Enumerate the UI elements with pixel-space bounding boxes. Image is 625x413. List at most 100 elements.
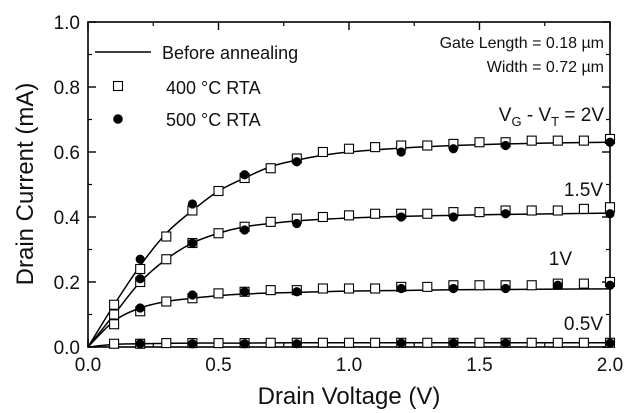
data-point-400c [265, 163, 276, 174]
y-tick-label: 0.6 [54, 143, 80, 164]
data-point-400c [265, 216, 276, 227]
data-point-400c [265, 285, 276, 296]
annotation-gate-length: Gate Length = 0.18 µm [440, 35, 604, 52]
data-point-400c [161, 296, 172, 307]
data-point-500c [396, 147, 406, 157]
data-point-400c [578, 337, 589, 348]
data-point-500c [135, 254, 145, 264]
data-point-400c [552, 135, 563, 146]
data-point-400c [474, 280, 485, 291]
data-point-500c [553, 280, 563, 290]
y-tick-label: 0.0 [54, 338, 80, 359]
data-point-400c [317, 337, 328, 348]
data-point-500c [135, 303, 145, 313]
data-point-400c [474, 207, 485, 218]
y-tick-label: 0.2 [54, 273, 80, 294]
data-point-400c [343, 143, 355, 154]
data-point-500c [501, 283, 511, 294]
data-point-400c [370, 337, 381, 348]
data-point-500c [292, 218, 302, 229]
data-point-400c [526, 135, 537, 146]
data-point-400c [213, 288, 224, 299]
x-axis-title: Drain Voltage (V) [258, 383, 441, 410]
data-point-400c [343, 283, 355, 294]
data-point-500c [240, 225, 250, 235]
data-point-500c [240, 170, 250, 180]
data-point-500c [396, 283, 406, 294]
data-point-500c [292, 339, 302, 349]
data-point-400c [317, 211, 328, 223]
y-tick-label: 0.4 [54, 208, 81, 229]
legend-label-500: 500 °C RTA [166, 110, 261, 130]
data-point-500c [187, 199, 197, 209]
data-point-400c [552, 337, 563, 348]
data-point-400c [317, 146, 328, 158]
label-0-5v: 0.5V [564, 314, 603, 335]
data-point-400c [109, 309, 120, 320]
data-point-500c [135, 339, 145, 349]
data-point-400c [161, 338, 172, 349]
data-point-400c [343, 210, 355, 221]
data-point-400c [422, 337, 433, 348]
data-point-500c [292, 287, 302, 297]
data-point-500c [448, 144, 458, 154]
data-point-500c [501, 338, 511, 348]
data-markers [109, 133, 616, 349]
y-tick-label: 0.8 [54, 78, 80, 99]
label-1-5v: 1.5V [564, 180, 603, 201]
annotation-vg-letter: V [499, 105, 512, 126]
data-point-400c [343, 337, 355, 348]
data-point-400c [135, 263, 146, 275]
data-point-500c [501, 209, 511, 219]
fit-curves [87, 141, 611, 348]
data-point-400c [317, 283, 328, 294]
data-point-400c [370, 142, 381, 153]
data-point-400c [213, 338, 224, 349]
data-point-500c [501, 140, 511, 151]
annotation-width: Width = 0.72 µm [487, 59, 604, 76]
y-tick-label: 1.0 [54, 13, 80, 34]
data-point-500c [187, 238, 197, 248]
data-point-400c [265, 337, 276, 348]
data-point-400c [370, 283, 381, 294]
annotation-vg-vt: VG - VT = 2V [499, 105, 605, 129]
data-point-500c [187, 339, 197, 349]
legend-marker-400 [112, 80, 124, 92]
data-point-500c [240, 287, 250, 297]
annotation-vt-letter: - V [522, 105, 552, 126]
fit-curve-line [87, 141, 611, 348]
data-point-500c [187, 290, 197, 300]
x-tick-label: 0.5 [205, 355, 231, 376]
data-point-400c [109, 299, 120, 310]
y-axis-title: Drain Current (mA) [12, 83, 39, 286]
data-point-400c [213, 185, 224, 197]
data-point-400c [526, 280, 537, 291]
data-point-500c [605, 137, 615, 147]
x-tick-label: 2.0 [597, 355, 623, 376]
data-point-500c [605, 280, 615, 290]
data-point-400c [474, 137, 485, 148]
data-point-400c [370, 208, 381, 219]
data-point-400c [109, 338, 120, 349]
data-point-400c [422, 140, 433, 151]
data-point-500c [396, 338, 406, 348]
annotation-vt-subscript: T [551, 114, 559, 129]
x-tick-label: 1.0 [336, 355, 362, 376]
y-axis-ticks: 0.0 0.2 0.4 0.6 0.8 1.0 [54, 13, 610, 359]
data-point-500c [448, 338, 458, 348]
legend-label-before: Before annealing [162, 43, 298, 63]
data-point-400c [161, 231, 172, 242]
x-tick-label: 0.0 [75, 355, 101, 376]
data-point-500c [448, 212, 458, 222]
data-point-400c [578, 135, 589, 146]
data-point-400c [578, 278, 589, 289]
legend: Before annealing 400 °C RTA 500 °C RTA [95, 43, 298, 130]
x-axis-ticks: 0.0 0.5 1.0 1.5 2.0 [75, 22, 623, 376]
annotation-vg-vt-value: = 2V [559, 105, 604, 126]
data-point-500c [240, 339, 250, 349]
data-point-500c [448, 283, 458, 294]
data-point-400c [161, 254, 172, 265]
data-point-400c [422, 208, 433, 219]
data-point-500c [605, 338, 615, 348]
data-point-400c [109, 319, 120, 330]
